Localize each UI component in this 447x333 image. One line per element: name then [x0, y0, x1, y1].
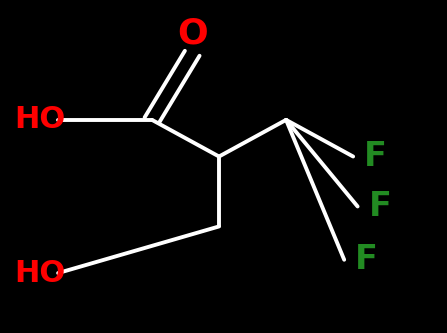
Text: F: F [364, 140, 387, 173]
Text: F: F [368, 190, 392, 223]
Text: O: O [177, 16, 207, 50]
Text: HO: HO [15, 258, 66, 288]
Text: HO: HO [15, 105, 66, 135]
Text: F: F [355, 243, 378, 276]
